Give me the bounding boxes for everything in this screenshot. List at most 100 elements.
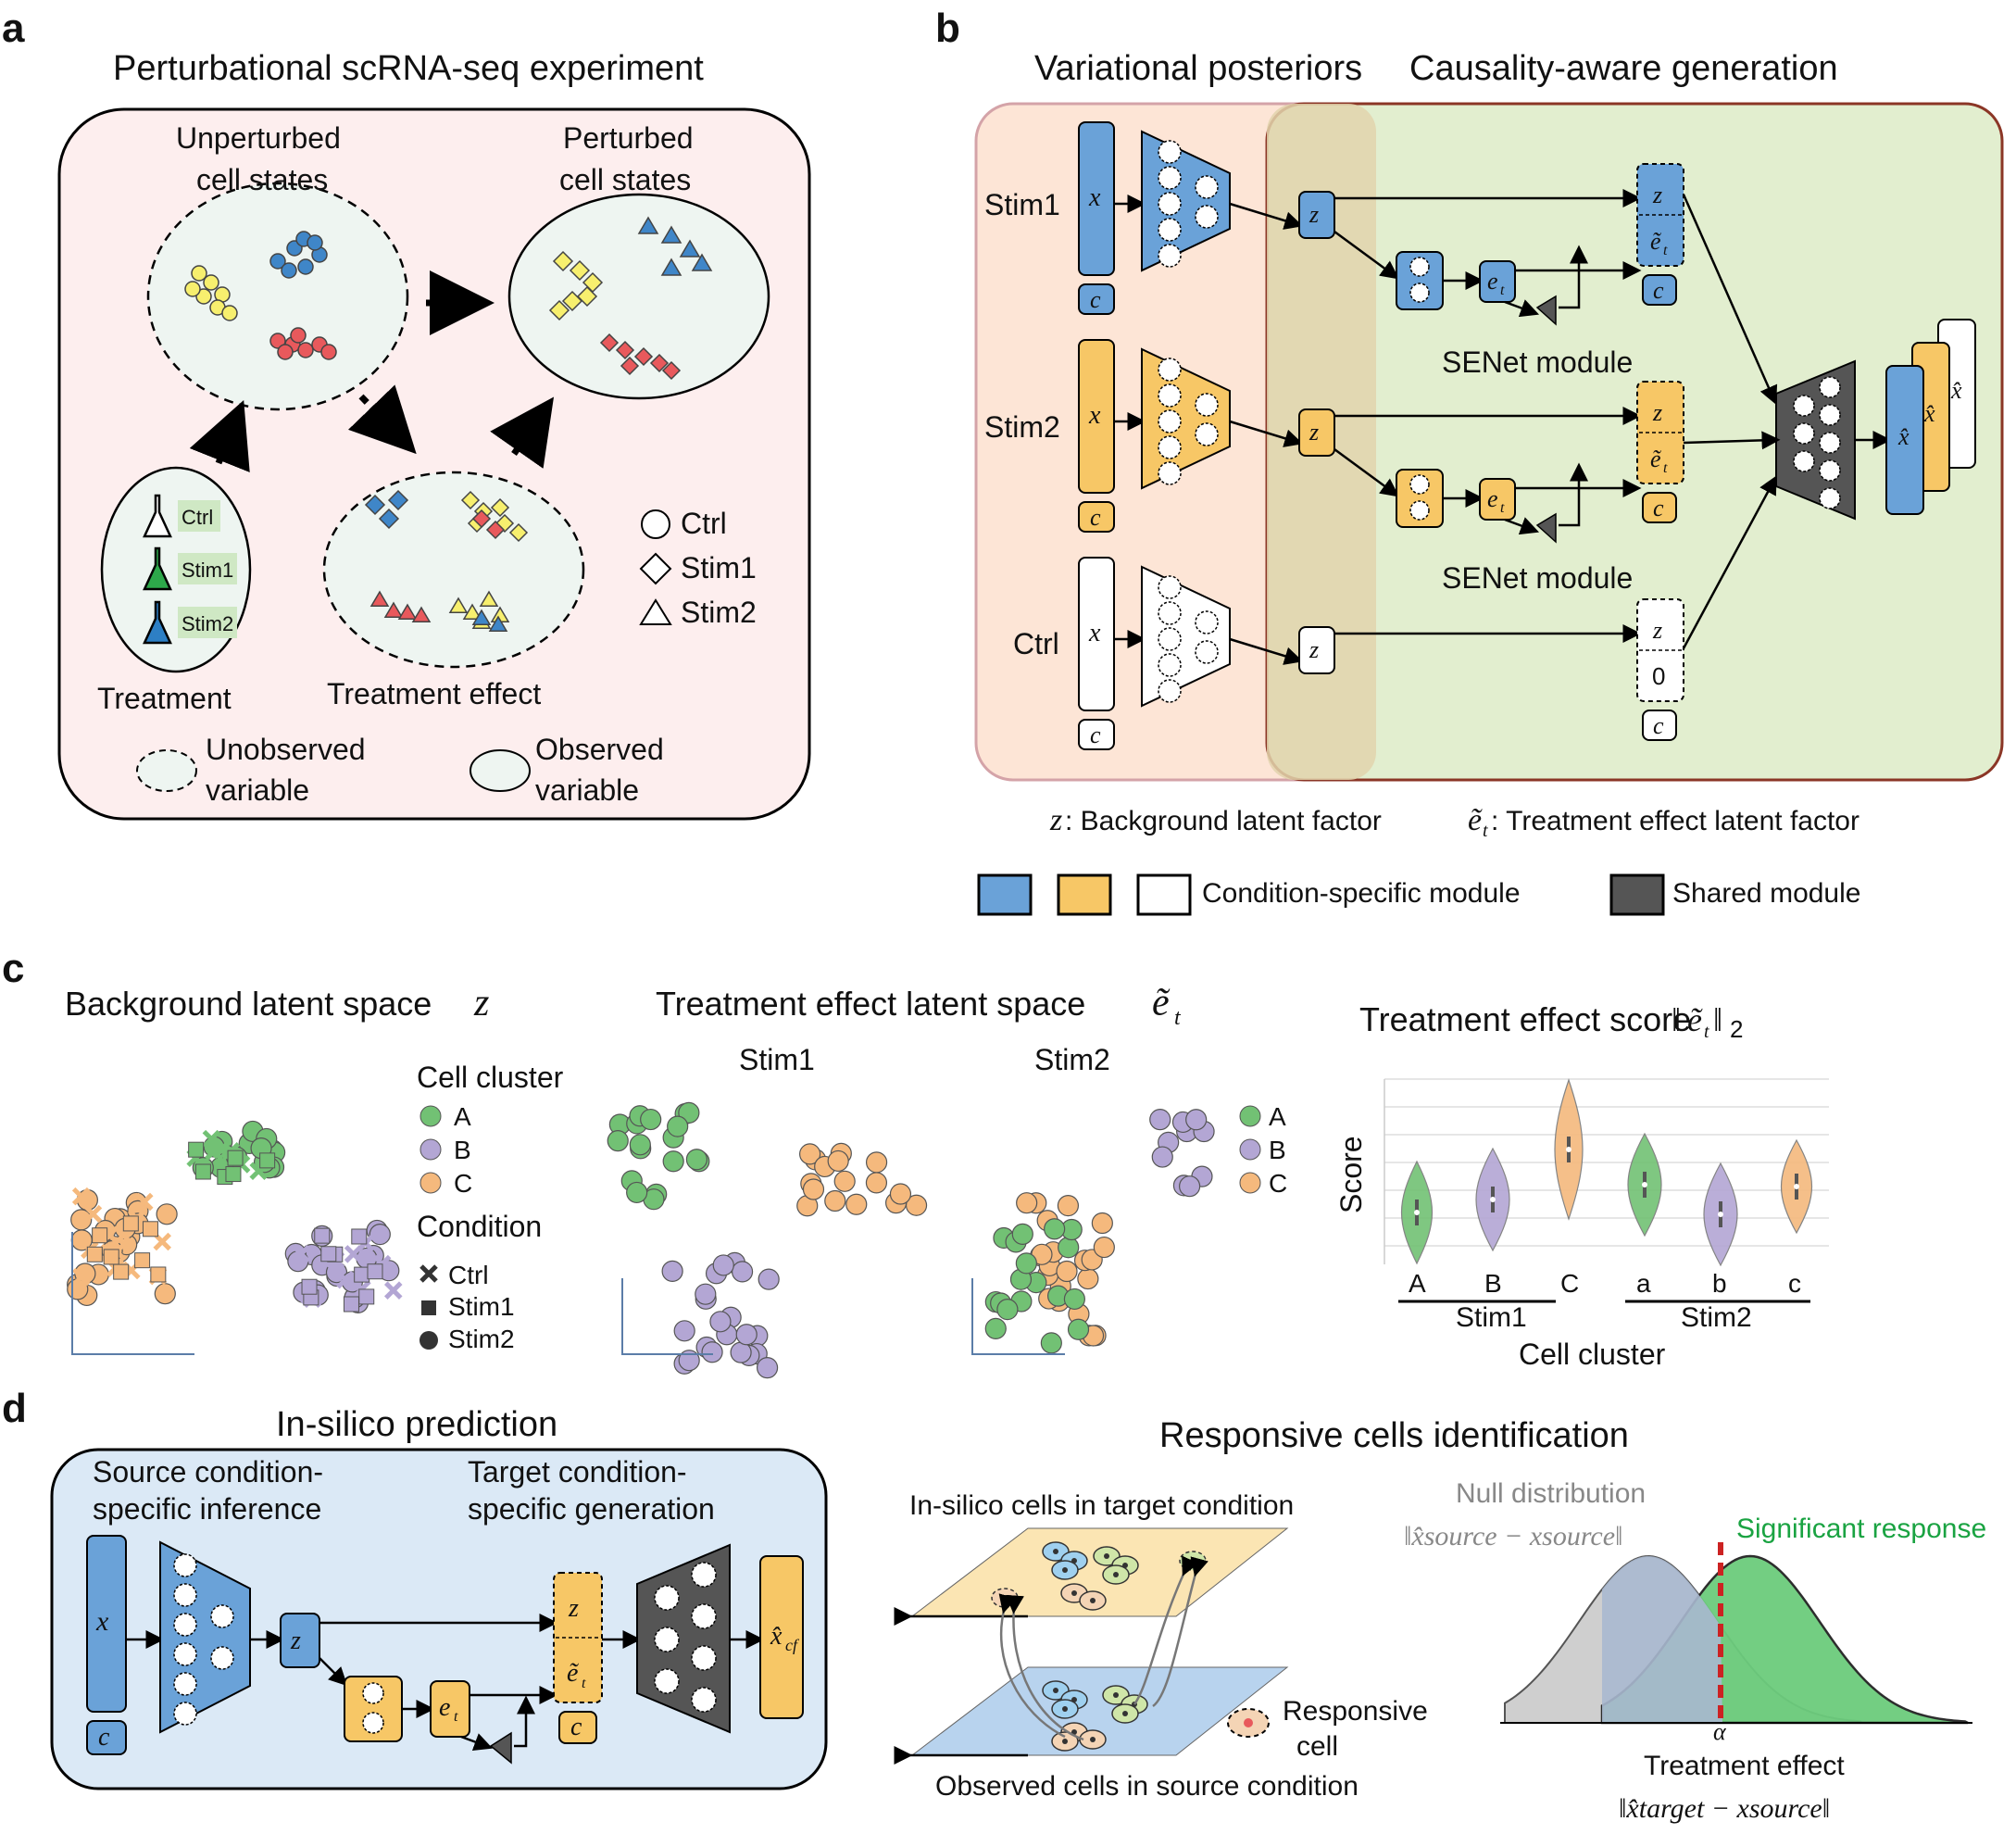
effect-marker <box>490 497 510 518</box>
c-output-block <box>1642 492 1677 523</box>
perturbed-label-1: Perturbed <box>563 121 694 155</box>
concat-z-symbol: z <box>1652 399 1662 426</box>
decoder-node <box>1819 376 1841 398</box>
z-block-d <box>280 1613 320 1668</box>
encoder-node <box>1158 140 1182 164</box>
target-cell-nucleus <box>1113 1572 1119 1577</box>
concat-z-symbol: z <box>1652 617 1662 644</box>
encoder-node-d <box>173 1583 197 1607</box>
legend-swatch-stim2 <box>1057 873 1112 916</box>
cell-cluster-legend-title: Cell cluster <box>417 1061 564 1094</box>
treatment-label: Treatment <box>97 682 232 715</box>
scatter-point-ctrl <box>383 1281 403 1300</box>
x-symbol: x <box>1088 619 1101 647</box>
concat-e-symbol: ẽ <box>1650 446 1662 472</box>
treatment-effect-ellipse <box>322 471 585 669</box>
background-space-title: Background latent space <box>65 985 432 1023</box>
c-symbol: c <box>1090 286 1101 313</box>
flask-label-stim1: Stim1 <box>182 559 233 582</box>
stim1-scatter-title: Stim1 <box>739 1043 815 1076</box>
scatter-point <box>1011 1223 1033 1245</box>
arrow-treatment-to-unperturbed <box>189 400 250 472</box>
effect-marker <box>383 601 404 619</box>
scatter-point <box>1093 1236 1115 1259</box>
panel-label-a: a <box>2 6 25 51</box>
e-sub: t <box>1500 283 1505 298</box>
unperturbed-ellipse <box>146 182 409 411</box>
scatter-point <box>833 1170 856 1192</box>
decoder-node-d <box>691 1603 717 1629</box>
scatter-point <box>156 1203 178 1225</box>
decoder-node-d <box>654 1627 680 1652</box>
scatter-point <box>673 1320 695 1342</box>
scatter-point <box>845 1193 868 1215</box>
encoder-to-z-arrow <box>1229 637 1304 665</box>
score-title-e: ẽ <box>1687 1001 1703 1038</box>
gate-icon-d <box>489 1731 512 1765</box>
scatter-point <box>701 1341 723 1363</box>
effect-marker <box>485 520 506 540</box>
score-title-sub: 2 <box>1730 1015 1743 1043</box>
legend-swatch-stim1 <box>977 873 1033 916</box>
scatter-point-ctrl <box>83 1204 103 1224</box>
legend-swatch-shared <box>1609 873 1665 916</box>
encoder-node-d <box>173 1613 197 1637</box>
stim-cell-marker <box>637 216 659 234</box>
scatter-point <box>712 1254 734 1276</box>
stim2-triangle-icon <box>639 598 672 625</box>
effect-marker <box>488 615 508 633</box>
legend-condition-specific: Condition-specific module <box>1202 878 1521 909</box>
scatter-point-stim1 <box>354 1266 370 1283</box>
scatter-point-stim1 <box>343 1296 359 1313</box>
effect-marker <box>411 606 432 623</box>
axis-corner <box>971 1278 1065 1355</box>
scatter-point <box>731 1261 754 1283</box>
legend-cluster-b-marker <box>419 1138 442 1161</box>
e-to-gate-arrow-d <box>460 1733 494 1752</box>
scatter-point <box>984 1317 1007 1340</box>
encoder-node-d <box>210 1604 234 1628</box>
x-input-block <box>1078 557 1115 711</box>
scatter-point <box>730 1341 752 1363</box>
effect-marker <box>462 603 482 621</box>
encoder-node <box>1158 244 1182 268</box>
scatter-point <box>799 1143 821 1165</box>
effect-marker <box>471 609 492 626</box>
score-axis-label: Score <box>1334 1136 1368 1213</box>
scatter-point <box>629 1134 651 1156</box>
zero-symbol: 0 <box>1652 662 1665 690</box>
scatter-point <box>662 1150 684 1173</box>
e-sub-d: t <box>454 1709 458 1725</box>
scatter-point <box>1015 1252 1037 1275</box>
group-label-stim1: Stim1 <box>1456 1302 1527 1333</box>
effect-marker <box>460 490 481 510</box>
x-symbol: x <box>1088 401 1101 430</box>
xhat-symbol: x̂ <box>1923 400 1935 427</box>
null-dist-label: Null distribution <box>1456 1478 1646 1509</box>
te-label: Treatment effect <box>1644 1751 1845 1781</box>
scatter-point <box>1016 1192 1038 1214</box>
e-symbol: e <box>1487 268 1498 295</box>
decoder-node-d <box>691 1687 717 1713</box>
encoder-to-z-arrow <box>1229 420 1304 447</box>
scatter-point-ctrl <box>336 1270 355 1289</box>
perturbed-ellipse <box>507 193 770 400</box>
responsive-target-cell-nucleus <box>1190 1558 1196 1564</box>
violin-median-B <box>1490 1197 1496 1202</box>
legend-stim1-square-icon <box>421 1300 436 1315</box>
e-symbol: e <box>1487 485 1498 512</box>
condition-legend-title: Condition <box>417 1210 542 1243</box>
flask-icons <box>143 494 237 645</box>
encoder-node <box>1158 601 1182 625</box>
cell-planes <box>894 1527 1289 1765</box>
senet-node-d <box>362 1682 384 1704</box>
responsive-cell-nucleus <box>1244 1718 1253 1727</box>
scatter-point-stim1 <box>320 1246 337 1262</box>
flask-icon-stim1 <box>143 546 172 591</box>
null-formula: ‖x̂source − xsource‖ <box>1404 1521 1622 1551</box>
decoder-node <box>1793 395 1815 417</box>
scatter-point-stim1 <box>134 1252 151 1269</box>
legend2-cluster-b-marker <box>1239 1138 1261 1161</box>
unobserved-label-2: variable <box>206 773 309 807</box>
